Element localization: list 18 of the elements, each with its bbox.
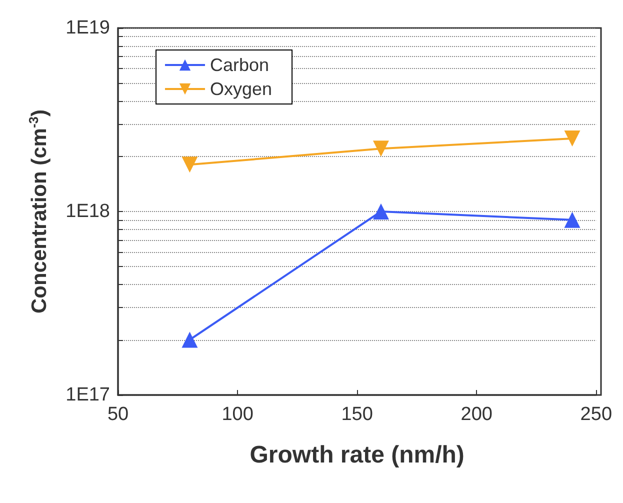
point — [182, 156, 198, 173]
legend-label: Oxygen — [210, 79, 272, 99]
y-tick-label: 1E18 — [66, 201, 110, 222]
point — [372, 140, 389, 157]
x-tick-label: 150 — [341, 404, 373, 425]
x-tick-label: 250 — [580, 404, 612, 425]
y-tick-label: 1E17 — [66, 384, 110, 406]
point — [564, 130, 580, 146]
y-tick-label: 1E19 — [66, 18, 110, 38]
point — [182, 332, 198, 348]
x-tick-label: 100 — [222, 404, 254, 425]
x-axis-title: Growth rate (nm/h) — [250, 442, 464, 468]
point — [564, 212, 580, 228]
x-tick-label: 200 — [460, 404, 492, 425]
x-tick-label: 50 — [107, 404, 129, 425]
y-axis-title: Concentration (cm-3) — [26, 109, 51, 314]
legend-label: Carbon — [210, 55, 270, 75]
point — [372, 204, 389, 220]
